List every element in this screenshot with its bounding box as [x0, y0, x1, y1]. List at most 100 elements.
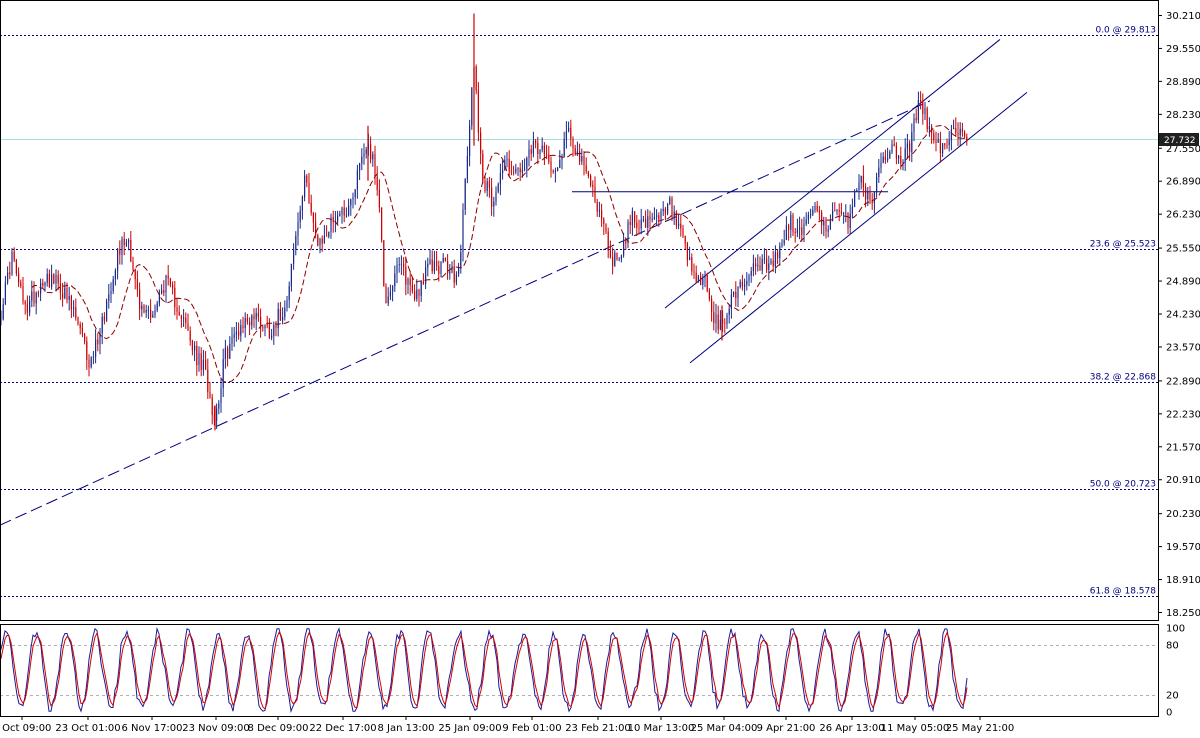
candle-body	[251, 315, 253, 326]
candle-body	[667, 203, 669, 214]
candle-body	[57, 274, 59, 284]
time-tick-label: 25 Jan 09:00	[438, 723, 501, 734]
candle-body	[136, 279, 138, 290]
candle-body	[726, 314, 728, 324]
candle-body	[295, 235, 297, 250]
fib-label: 38.2 @ 22.868	[1090, 373, 1157, 383]
candle-body	[865, 187, 867, 200]
price-tick-label: 29.550	[1166, 44, 1200, 55]
candle-body	[229, 343, 231, 359]
candle-body	[515, 168, 517, 172]
candle-body	[909, 143, 911, 152]
candle-body	[282, 316, 284, 321]
candle-body	[394, 273, 396, 287]
candle-body	[702, 278, 704, 285]
candle-body	[484, 180, 486, 191]
price-tick-label: 18.910	[1166, 575, 1200, 586]
stochastic-panel: 100 80 20 0	[0, 624, 1185, 719]
candle-body	[477, 90, 479, 133]
candle-body	[233, 334, 235, 338]
candle-body	[774, 252, 776, 267]
candle-body	[893, 144, 895, 146]
candle-body	[284, 307, 286, 317]
candle-body	[724, 323, 726, 324]
candle-body	[31, 291, 33, 301]
candle-body	[227, 347, 229, 359]
candle-body	[834, 210, 836, 212]
candle-body	[255, 312, 257, 320]
candle-body	[224, 347, 226, 360]
candle-body	[656, 215, 658, 217]
candle-body	[152, 314, 154, 318]
candle-body	[882, 156, 884, 163]
candle-body	[84, 333, 86, 342]
candle-body	[664, 208, 666, 214]
candle-body	[506, 158, 508, 160]
time-tick-label: 22 Dec 17:00	[309, 723, 376, 734]
candle-body	[147, 309, 149, 311]
fibonacci-levels: 0.0 @ 29.813 23.6 @ 25.523 38.2 @ 22.868 50…	[0, 26, 1158, 597]
price-tick-label: 20.230	[1166, 509, 1200, 520]
time-tick-label: 6 Nov 17:00	[121, 723, 182, 734]
candle-body	[766, 258, 768, 270]
candle-body	[612, 257, 614, 266]
candle-body	[508, 158, 510, 172]
candle-body	[471, 87, 473, 126]
candle-body	[139, 289, 141, 310]
candle-body	[805, 219, 807, 224]
candle-body	[337, 215, 339, 222]
candle-body	[750, 271, 752, 276]
candle-body	[546, 154, 548, 156]
candle-body	[682, 228, 684, 236]
candle-body	[361, 156, 363, 164]
candle-body	[955, 128, 957, 134]
candle-body	[761, 258, 763, 271]
candle-body	[158, 293, 160, 304]
candle-body	[403, 263, 405, 267]
candle-body	[24, 301, 26, 305]
time-tick-label: 9 Apr 21:00	[757, 723, 816, 734]
candle-body	[354, 189, 356, 198]
price-tick-label: 26.890	[1166, 177, 1200, 188]
candle-body	[711, 298, 713, 313]
candle-body	[238, 331, 240, 336]
candle-body	[9, 272, 11, 275]
candle-body	[466, 155, 468, 180]
candle-body	[143, 305, 145, 313]
candle-body	[222, 359, 224, 388]
candle-body	[178, 311, 180, 316]
candle-body	[442, 257, 444, 262]
candle-body	[858, 182, 860, 191]
candle-body	[627, 222, 629, 244]
candle-body	[2, 304, 4, 320]
candle-body	[134, 268, 136, 280]
candle-body	[308, 182, 310, 203]
candle-body	[271, 335, 273, 338]
candle-body	[935, 140, 937, 143]
candle-body	[51, 274, 53, 288]
candle-body	[623, 241, 625, 256]
candle-body	[262, 327, 264, 329]
candle-body	[469, 125, 471, 156]
candle-body	[922, 101, 924, 115]
candle-body	[328, 231, 330, 237]
oscillator-panel-border	[0, 624, 1159, 717]
trendline	[689, 91, 1028, 364]
candle-body	[653, 216, 655, 219]
candle-body	[964, 132, 966, 137]
candle-body	[416, 289, 418, 300]
candle-body	[730, 294, 732, 309]
candle-body	[539, 149, 541, 155]
time-tick-label: 23 Oct 01:00	[55, 723, 120, 734]
candle-body	[249, 321, 251, 326]
candle-body	[297, 222, 299, 236]
stochastic-main-line	[0, 626, 968, 714]
candle-body	[218, 403, 220, 409]
candle-body	[568, 127, 570, 131]
candle-body	[114, 270, 116, 280]
candle-body	[651, 218, 653, 220]
candle-body	[574, 148, 576, 154]
candle-body	[205, 359, 207, 370]
candle-body	[486, 181, 488, 191]
candle-body	[587, 171, 589, 176]
